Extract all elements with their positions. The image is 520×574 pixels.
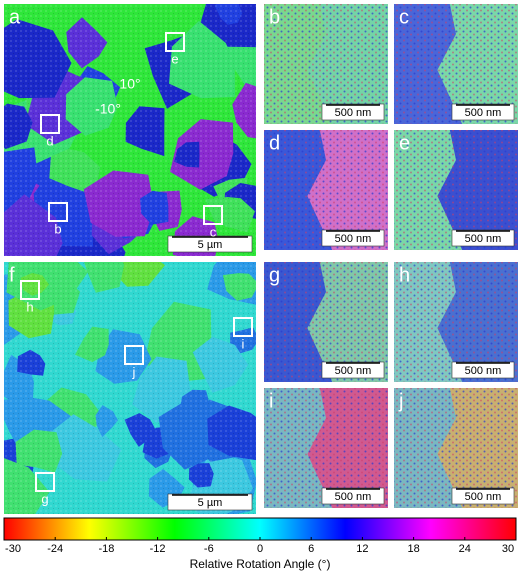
panel-label: e — [399, 132, 410, 154]
scale-bar-box — [451, 229, 515, 247]
scale-bar-text: 5 µm — [198, 239, 223, 251]
panel-label: c — [399, 6, 409, 28]
colorbar-label: Relative Rotation Angle (°) — [190, 557, 331, 571]
inset-box — [203, 205, 223, 225]
scale-bar-text: 500 nm — [465, 107, 502, 119]
texture — [4, 262, 256, 514]
colorbar-tick-label: -6 — [204, 543, 214, 555]
panel-label: j — [398, 390, 403, 412]
colorbar-tick-label: -12 — [150, 543, 166, 555]
panel-label: a — [9, 6, 21, 28]
scale-bar-text: 500 nm — [465, 233, 502, 245]
colorbar-tick-label: 12 — [356, 543, 368, 555]
colorbar-tick-label: 0 — [257, 543, 263, 555]
panel-label: f — [9, 264, 15, 286]
colorbar-tick-label: 6 — [308, 543, 314, 555]
scale-bar-text: 500 nm — [465, 365, 502, 377]
inset-label: i — [242, 336, 245, 351]
scale-bar-text: 500 nm — [335, 491, 372, 503]
scale-bar-box — [451, 361, 515, 379]
inset-label: h — [26, 299, 33, 314]
scale-bar-box — [167, 493, 253, 511]
scale-bar-box — [321, 361, 385, 379]
panel-label: i — [269, 390, 273, 412]
inset-box — [35, 472, 55, 492]
inset-box — [233, 317, 253, 337]
colorbar-tick-label: 30 — [502, 543, 514, 555]
scale-bar-box — [451, 103, 515, 121]
colorbar-tick-label: 24 — [459, 543, 471, 555]
scale-bar-text: 5 µm — [198, 497, 223, 509]
inset-box — [20, 280, 40, 300]
inset-label: e — [171, 51, 178, 66]
colorbar-tick-label: -30 — [5, 543, 21, 555]
colorbar-tick-label: -24 — [47, 543, 63, 555]
panel — [4, 4, 256, 256]
inset-label: j — [132, 364, 136, 379]
colorbar-tick-label: -18 — [98, 543, 114, 555]
scale-bar-text: 500 nm — [335, 233, 372, 245]
panel — [4, 262, 256, 514]
colorbar — [3, 517, 517, 541]
panel-label: b — [269, 6, 280, 28]
annotation: -10° — [95, 101, 121, 117]
inset-label: d — [46, 133, 53, 148]
scale-bar-box — [167, 235, 253, 253]
inset-box — [40, 114, 60, 134]
scale-bar-box — [451, 487, 515, 505]
inset-box — [48, 202, 68, 222]
scale-bar-text: 500 nm — [335, 107, 372, 119]
inset-box — [165, 32, 185, 52]
annotation: 10° — [119, 76, 140, 92]
inset-box — [124, 345, 144, 365]
scale-bar-text: 500 nm — [465, 491, 502, 503]
panel-label: h — [399, 264, 410, 286]
scale-bar-box — [321, 229, 385, 247]
inset-label: b — [54, 221, 61, 236]
scale-bar-box — [321, 487, 385, 505]
panel-label: g — [269, 264, 280, 286]
scale-bar-box — [321, 103, 385, 121]
inset-label: c — [210, 224, 217, 239]
scale-bar-text: 500 nm — [335, 365, 372, 377]
inset-label: g — [41, 491, 48, 506]
texture — [4, 4, 256, 256]
panel-label: d — [269, 132, 280, 154]
colorbar-tick-label: 18 — [407, 543, 419, 555]
